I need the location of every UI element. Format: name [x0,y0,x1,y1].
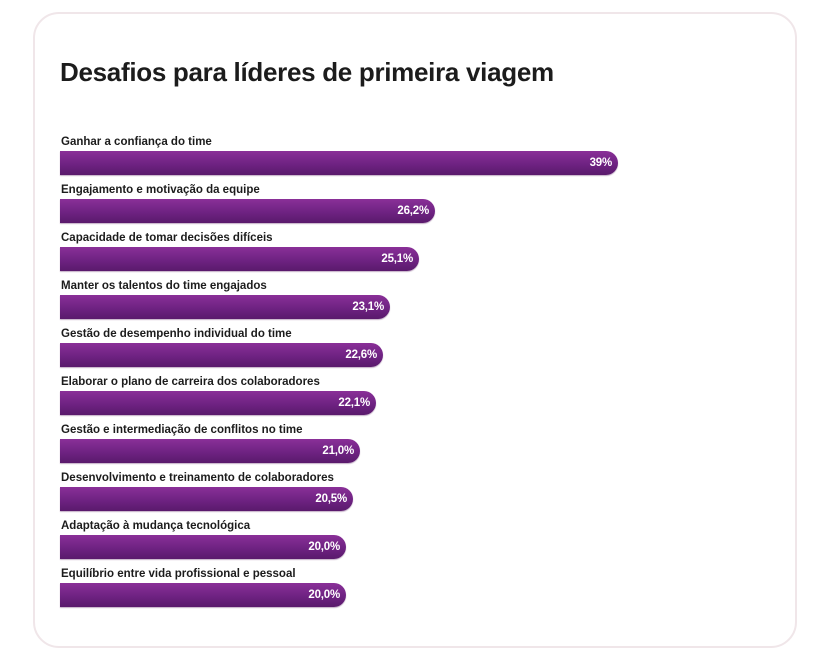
chart-title: Desafios para líderes de primeira viagem [60,57,554,87]
bar-category-label: Equilíbrio entre vida profissional e pes… [61,568,296,580]
bar: 22,1% [60,391,376,415]
bar-category-label: Capacidade de tomar decisões difíceis [61,232,273,244]
bar-category-label: Elaborar o plano de carreira dos colabor… [61,376,320,388]
bar-value-label: 26,2% [397,205,429,217]
bar-row: Gestão de desempenho individual do time 2… [60,327,760,375]
bar-list: Ganhar a confiança do time 39% Engajamento… [60,135,760,615]
bar-row: Manter os talentos do time engajados 23,1… [60,279,760,327]
bar-row: Gestão e intermediação de conflitos no t… [60,423,760,471]
bar-value-label: 22,1% [338,397,370,409]
bar-value-label: 20,0% [308,589,340,601]
chart-card: Desafios para líderes de primeira viagem… [33,12,797,648]
bar: 22,6% [60,343,383,367]
bar-value-label: 20,5% [315,493,347,505]
bar-row: Engajamento e motivação da equipe 26,2% [60,183,760,231]
bar-category-label: Engajamento e motivação da equipe [61,184,260,196]
bar: 39% [60,151,618,175]
bar-category-label: Gestão de desempenho individual do time [61,328,292,340]
bar-category-label: Adaptação à mudança tecnológica [61,520,251,532]
bar-category-label: Gestão e intermediação de conflitos no t… [61,424,303,436]
bar: 25,1% [60,247,419,271]
bar-value-label: 21,0% [322,445,354,457]
bar: 21,0% [60,439,360,463]
bar-row: Ganhar a confiança do time 39% [60,135,760,183]
bar-value-label: 39% [589,157,613,169]
bar: 23,1% [60,295,390,319]
bar-category-label: Desenvolvimento e treinamento de colabor… [61,472,334,484]
bar-row: Equilíbrio entre vida profissional e pes… [60,567,760,615]
bar: 20,0% [60,535,346,559]
bar-value-label: 25,1% [381,253,413,265]
bar-category-label: Manter os talentos do time engajados [61,280,267,292]
bar: 20,0% [60,583,346,607]
bar-row: Adaptação à mudança tecnológica 20,0% [60,519,760,567]
bar-value-label: 23,1% [352,301,384,313]
bar-row: Elaborar o plano de carreira dos colabor… [60,375,760,423]
bar-value-label: 22,6% [345,349,377,361]
bar: 20,5% [60,487,353,511]
bar-value-label: 20,0% [308,541,340,553]
bar-row: Capacidade de tomar decisões difíceis 25,… [60,231,760,279]
bar: 26,2% [60,199,435,223]
bar-category-label: Ganhar a confiança do time [61,136,212,148]
bar-row: Desenvolvimento e treinamento de colabor… [60,471,760,519]
